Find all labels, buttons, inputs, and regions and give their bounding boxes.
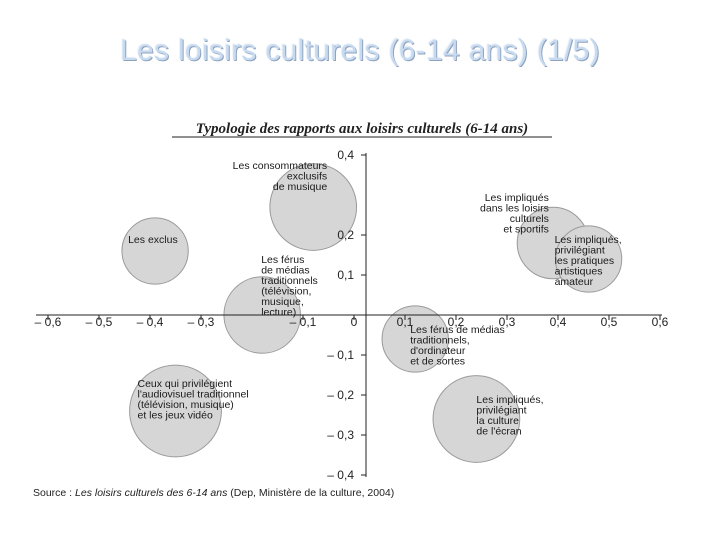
group-label-line: privilégiant: [476, 405, 526, 417]
x-tick-label-6: 0: [351, 315, 358, 329]
y-tick-label-4: – 0,1: [327, 348, 354, 362]
group-label-line: (télévision,: [261, 286, 311, 298]
group-bubble-6: [381, 305, 449, 373]
y-tick-label-1: 0,4: [337, 148, 354, 162]
group-label-8: Les impliqués, privilégiant la culture de l…: [476, 394, 543, 438]
x-tick-label-5: – 0,1: [290, 315, 317, 329]
source-note: Source : Les loisirs culturels des 6-14 …: [33, 487, 394, 499]
group-label-1: Les consommateurs exclusifs de musique: [233, 160, 328, 193]
group-label-line: de musique: [273, 181, 327, 193]
x-tick-label-11: 0,5: [601, 315, 618, 329]
y-tick-label-3: 0,1: [337, 268, 354, 282]
group-label-line: la culture: [476, 415, 519, 427]
group-bubble-8: [432, 375, 521, 463]
group-label-line: privilégiant: [555, 245, 605, 257]
group-label-line: traditionnels,: [410, 335, 470, 347]
group-label-line: (télévision, musique): [138, 399, 234, 411]
x-tick-label-8: 0,2: [448, 315, 465, 329]
y-tick-label-6: – 0,3: [327, 428, 354, 442]
group-label-line: exclusifs: [287, 171, 327, 183]
group-label-line: et de sortes: [410, 356, 465, 368]
labels-layer: Les consommateurs exclusifs de musiqueLes …: [128, 160, 622, 438]
group-label-line: Les impliqués: [485, 192, 549, 204]
group-label-line: de médias: [261, 265, 309, 277]
group-label-3: Les férus de médias traditionnels (télévisi…: [261, 254, 318, 319]
group-bubble-5: [554, 225, 623, 293]
group-label-line: d'ordinateur: [410, 345, 466, 357]
x-tick-label-10: 0,4: [550, 315, 567, 329]
group-label-2: Les exclus: [128, 234, 178, 246]
group-bubble-1: [269, 163, 358, 251]
x-tick-label-1: – 0,6: [35, 315, 62, 329]
x-tick-label-9: 0,3: [499, 315, 516, 329]
chart-title: Typologie des rapports aux loisirs cultu…: [196, 121, 528, 137]
x-tick-label-7: 0,1: [397, 315, 414, 329]
y-tick-label-5: – 0,2: [327, 388, 354, 402]
group-label-line: traditionnels: [261, 275, 318, 287]
group-label-line: musique,: [261, 296, 304, 308]
axes-layer: – 0,6 – 0,5 – 0,4 – 0,3 – 0,1 0 0,1 0,2 0,3 0,4 0,…: [35, 148, 669, 482]
group-label-line: Les férus de médias: [410, 324, 505, 336]
group-label-6: Les férus de médias traditionnels, d'ordin…: [410, 324, 505, 368]
x-tick-label-12: 0,6: [652, 315, 669, 329]
group-label-line: l'audiovisuel traditionnel: [138, 389, 249, 401]
group-label-5: Les impliqués, privilégiant les pratiques a…: [555, 234, 622, 288]
group-label-4: Les impliqués dans les loisirs culturels et…: [480, 192, 549, 236]
y-tick-label-2: 0,2: [337, 228, 354, 242]
group-label-line: et les jeux vidéo: [138, 410, 213, 422]
group-label-line: Les exclus: [128, 234, 178, 246]
group-label-line: de l'écran: [476, 426, 521, 438]
group-label-7: Ceux qui privilégient l'audiovisuel tradi…: [138, 378, 249, 422]
group-label-line: et sportifs: [503, 224, 549, 236]
x-tick-label-3: – 0,4: [137, 315, 164, 329]
group-bubble-7: [129, 364, 222, 458]
group-label-line: Les impliqués,: [555, 234, 622, 246]
x-tick-label-2: – 0,5: [86, 315, 113, 329]
source-prefix: Source :: [33, 487, 76, 499]
group-label-line: Les consommateurs: [233, 160, 328, 172]
group-label-line: Les impliqués,: [476, 394, 543, 406]
group-label-line: les pratiques: [555, 255, 615, 267]
y-tick-label-7: – 0,4: [327, 468, 354, 482]
group-label-line: culturels: [510, 213, 549, 225]
group-label-line: amateur: [555, 276, 594, 288]
group-bubble-2: [121, 217, 189, 285]
x-tick-label-4: – 0,3: [188, 315, 215, 329]
source-work: Les loisirs culturels des 6-14 ans: [75, 487, 228, 499]
group-label-line: lecture): [261, 307, 296, 319]
group-label-line: Ceux qui privilégient: [138, 378, 233, 390]
group-label-line: artistiques: [555, 266, 603, 278]
slide-title: Les loisirs culturels (6-14 ans) (1/5): [120, 34, 600, 67]
group-label-line: Les férus: [261, 254, 304, 266]
group-label-line: dans les loisirs: [480, 203, 549, 215]
source-suffix: (Dep, Ministère de la culture, 2004): [227, 487, 395, 499]
